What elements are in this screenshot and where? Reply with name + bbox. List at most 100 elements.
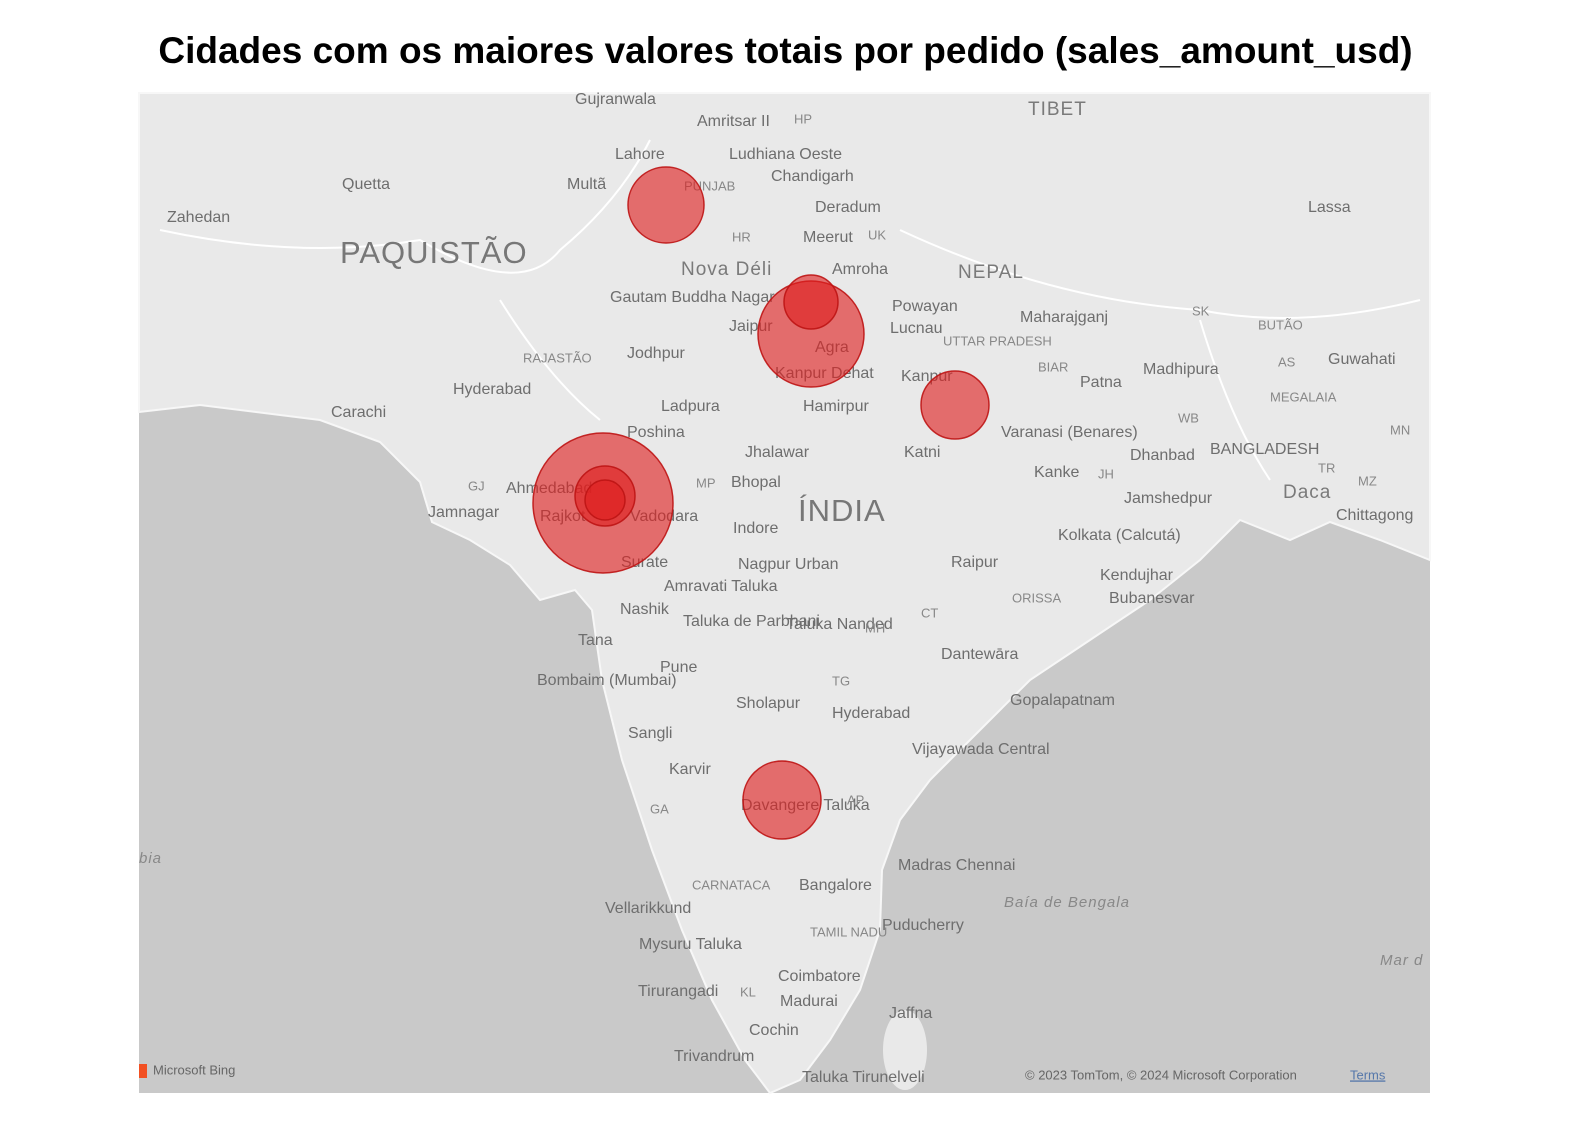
place-label: Mar d bbox=[1380, 952, 1423, 969]
place-label: UTTAR PRADESH bbox=[943, 333, 1052, 348]
place-label: Hamirpur bbox=[803, 398, 869, 415]
place-label: Amritsar II bbox=[697, 113, 770, 130]
place-label: NEPAL bbox=[958, 262, 1024, 283]
place-label: Baía de Bengala bbox=[1004, 894, 1130, 911]
place-label: Multã bbox=[567, 176, 606, 193]
place-label: Kolkata (Calcutá) bbox=[1058, 527, 1181, 544]
place-label: Taluka de Parbhani bbox=[683, 613, 820, 630]
place-label: TG bbox=[832, 673, 850, 688]
place-label: Jamshedpur bbox=[1124, 490, 1213, 507]
place-label: Puducherry bbox=[882, 917, 964, 934]
place-label: Tana bbox=[578, 632, 613, 649]
bubble bbox=[627, 166, 705, 244]
place-label: Meerut bbox=[803, 229, 853, 246]
place-label: Amroha bbox=[832, 261, 888, 278]
place-label: Bhopal bbox=[731, 474, 781, 491]
place-label: Deradum bbox=[815, 199, 881, 216]
place-label: Jodhpur bbox=[627, 345, 685, 362]
place-label: PAQUISTÃO bbox=[340, 235, 528, 270]
place-label: Daca bbox=[1283, 482, 1331, 503]
place-label: Zahedan bbox=[167, 209, 230, 226]
place-label: Jamnagar bbox=[428, 504, 500, 521]
place-label: Guwahati bbox=[1328, 351, 1396, 368]
place-label: BUTÃO bbox=[1258, 317, 1303, 332]
place-label: Lahore bbox=[615, 146, 665, 163]
place-label: Jaffna bbox=[889, 1005, 932, 1022]
place-label: TIBET bbox=[1028, 99, 1087, 120]
place-label: KL bbox=[740, 984, 756, 999]
place-label: MN bbox=[1390, 422, 1410, 437]
place-label: BIAR bbox=[1038, 359, 1068, 374]
map-labels: Gujranwala Amritsar II HP TIBET Lahore Ludhia… bbox=[139, 91, 1423, 1086]
place-label: Sholapur bbox=[736, 695, 801, 712]
place-label: Taluka Tirunelveli bbox=[802, 1069, 925, 1086]
place-label: Karvir bbox=[669, 761, 711, 778]
place-label: Quetta bbox=[342, 176, 390, 193]
place-label: Jhalawar bbox=[745, 444, 810, 461]
place-label: Powayan bbox=[892, 298, 958, 315]
place-label: bia bbox=[139, 850, 162, 867]
place-label: Amravati Taluka bbox=[664, 578, 778, 595]
place-label: GA bbox=[650, 801, 669, 816]
place-label: Trivandrum bbox=[674, 1048, 754, 1065]
place-label: MP bbox=[696, 475, 716, 490]
place-label: JH bbox=[1098, 466, 1114, 481]
place-label: GJ bbox=[468, 478, 485, 493]
place-label: Kanke bbox=[1034, 464, 1079, 481]
place-label: Gopalapatnam bbox=[1010, 692, 1115, 709]
place-label: Varanasi (Benares) bbox=[1001, 424, 1138, 441]
place-label: Nagpur Urban bbox=[738, 556, 839, 573]
place-label: Nashik bbox=[620, 601, 670, 618]
place-label: Kendujhar bbox=[1100, 567, 1174, 584]
place-label: Madhipura bbox=[1143, 361, 1219, 378]
bubbles bbox=[532, 166, 990, 840]
place-label: Bubanesvar bbox=[1109, 590, 1195, 607]
terms-link[interactable]: Terms bbox=[1350, 1067, 1386, 1082]
place-label: Lassa bbox=[1308, 199, 1351, 216]
place-label: Cochin bbox=[749, 1022, 799, 1039]
place-label: HP bbox=[794, 111, 812, 126]
place-label: Nova Déli bbox=[681, 259, 772, 280]
place-label: Dantewāra bbox=[941, 646, 1018, 663]
place-label: RAJASTÃO bbox=[523, 350, 592, 365]
place-label: Hyderabad bbox=[453, 381, 531, 398]
place-label: Taluka Nanded bbox=[786, 616, 893, 633]
place-label: WB bbox=[1178, 410, 1199, 425]
place-label: CARNATACA bbox=[692, 877, 771, 892]
place-label: Tirurangadi bbox=[638, 983, 718, 1000]
copyright: © 2023 TomTom, © 2024 Microsoft Corporat… bbox=[1025, 1067, 1297, 1082]
place-label: Katni bbox=[904, 444, 940, 461]
place-label: SK bbox=[1192, 303, 1210, 318]
bubble bbox=[584, 479, 626, 521]
place-label: Bangalore bbox=[799, 877, 872, 894]
place-label: Lucnau bbox=[890, 320, 943, 337]
place-label: Sangli bbox=[628, 725, 672, 742]
bubble bbox=[783, 274, 839, 330]
place-label: UK bbox=[868, 227, 886, 242]
place-label: TR bbox=[1318, 460, 1335, 475]
place-label: Vellarikkund bbox=[605, 900, 691, 917]
place-label: Mysuru Taluka bbox=[639, 936, 742, 953]
place-label: BANGLADESH bbox=[1210, 441, 1319, 458]
place-label: MZ bbox=[1358, 473, 1377, 488]
place-label: HR bbox=[732, 229, 751, 244]
place-label: Bombaim (Mumbai) bbox=[537, 672, 677, 689]
place-label: Ludhiana Oeste bbox=[729, 146, 842, 163]
borders bbox=[159, 139, 1421, 481]
place-label: Coimbatore bbox=[778, 968, 861, 985]
place-label: Indore bbox=[733, 520, 778, 537]
place-label: Hyderabad bbox=[832, 705, 910, 722]
bubble bbox=[742, 760, 822, 840]
place-label: MH bbox=[865, 620, 885, 635]
logo bbox=[139, 1064, 147, 1078]
place-label: ÍNDIA bbox=[798, 493, 886, 528]
place-label: Chittagong bbox=[1336, 507, 1413, 524]
place-label: CT bbox=[921, 605, 938, 620]
place-label: TAMIL NADU bbox=[810, 924, 887, 939]
place-label: Chandigarh bbox=[771, 168, 854, 185]
place-label: ORISSA bbox=[1012, 590, 1061, 605]
place-label: Poshina bbox=[627, 424, 685, 441]
place-label: Pune bbox=[660, 659, 697, 676]
place-label: Raipur bbox=[951, 554, 999, 571]
